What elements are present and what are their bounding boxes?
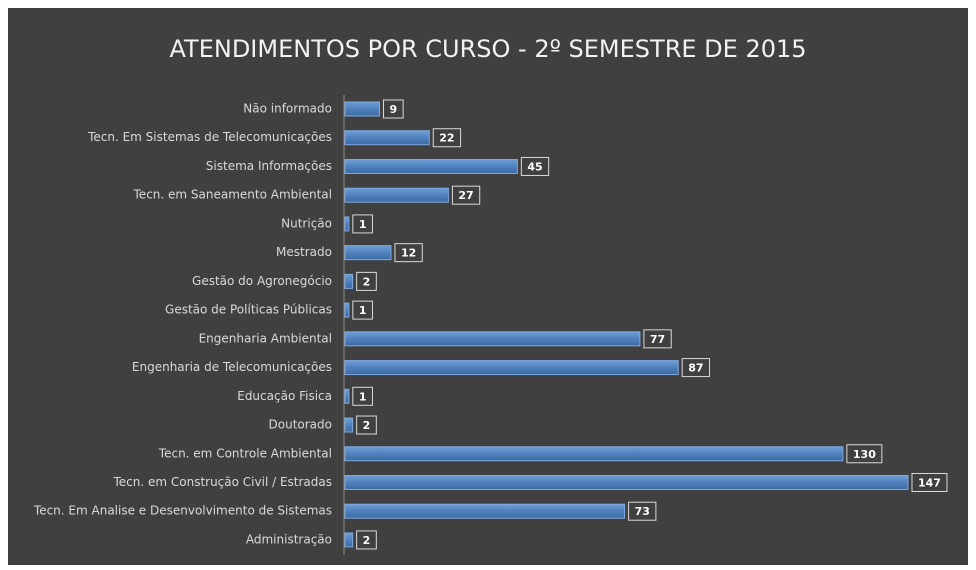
data-label-box [356, 415, 377, 435]
data-label-box [451, 185, 481, 205]
bar [344, 503, 626, 519]
bar [344, 388, 350, 404]
category-label: Administração [246, 532, 332, 546]
category-label: Nutrição [281, 216, 332, 230]
data-label: 45 [527, 160, 542, 173]
data-label: 27 [458, 189, 473, 202]
data-label: 147 [918, 476, 941, 489]
bar [344, 360, 679, 376]
category-label: Não informado [243, 102, 332, 116]
category-label: Tecn. em Construção Civil / Estradas [112, 475, 332, 489]
category-label: Tecn. Em Analise e Desenvolvimento de Si… [33, 504, 332, 518]
data-label-box [911, 472, 948, 492]
bar [344, 446, 844, 462]
data-label-box [356, 271, 377, 291]
data-label-box [394, 243, 423, 263]
bar [344, 532, 354, 548]
data-label-box [352, 214, 373, 234]
category-label: Sistema Informações [206, 159, 332, 173]
data-label-box [681, 358, 711, 378]
data-label: 9 [389, 103, 397, 116]
data-label: 2 [363, 419, 371, 432]
bar [344, 273, 354, 289]
category-label: Mestrado [276, 245, 332, 259]
data-label: 130 [853, 448, 876, 461]
bar [344, 331, 641, 347]
data-label: 87 [688, 362, 703, 375]
category-label: Educação Fisica [237, 389, 332, 403]
data-label: 1 [359, 218, 367, 231]
data-label-box [520, 156, 550, 176]
data-label: 1 [359, 390, 367, 403]
category-label: Tecn. Em Sistemas de Telecomunicações [87, 130, 332, 144]
category-label: Tecn. em Saneamento Ambiental [133, 188, 332, 202]
data-label-box [352, 300, 373, 320]
category-label: Engenharia de Telecomunicações [132, 360, 332, 374]
bar [344, 216, 350, 232]
category-label: Doutorado [269, 418, 332, 432]
category-label: Engenharia Ambiental [199, 331, 332, 345]
bar [344, 245, 392, 261]
bar [344, 302, 350, 318]
data-label-box [432, 128, 462, 148]
data-label: 77 [650, 333, 665, 346]
bar [344, 187, 449, 203]
bar [344, 130, 430, 146]
data-label: 2 [363, 275, 371, 288]
data-label-box [643, 329, 672, 349]
data-label: 1 [359, 304, 367, 317]
bar [344, 158, 518, 174]
chart-title: ATENDIMENTOS POR CURSO - 2º SEMESTRE DE … [169, 35, 806, 63]
category-label: Gestão de Políticas Públicas [165, 303, 332, 317]
data-label-box [846, 444, 883, 464]
bar [344, 474, 909, 490]
data-label-box [382, 99, 404, 119]
data-label-box [356, 530, 377, 550]
data-label-box [628, 501, 657, 521]
data-label: 73 [635, 505, 650, 518]
bar [344, 101, 380, 117]
category-label: Gestão do Agronegócio [192, 274, 332, 288]
data-label-box [352, 386, 373, 406]
data-label: 2 [363, 534, 371, 547]
chart-panel [8, 8, 968, 565]
category-label: Tecn. em Controle Ambiental [158, 446, 332, 460]
data-label: 22 [439, 132, 454, 145]
bar [344, 417, 354, 433]
data-label: 12 [401, 247, 416, 260]
